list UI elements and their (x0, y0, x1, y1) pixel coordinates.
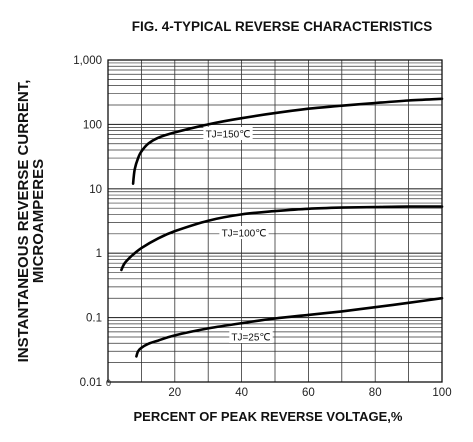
series-label-background (203, 127, 253, 140)
x-tick-label: 20 (168, 387, 181, 399)
x-tick-label: 60 (302, 387, 315, 399)
y-axis-label-line-1: INSTANTANEOUS REVERSE CURRENT, (15, 80, 32, 363)
y-tick-label: 100 (83, 119, 102, 131)
y-tick-label: 0.1 (86, 313, 102, 325)
series-label-background (219, 226, 269, 239)
series-label-background (229, 330, 273, 343)
curve-tj-150 (131, 97, 444, 185)
y-tick-label: 10 (89, 184, 102, 196)
x-tick-label: 100 (432, 387, 451, 399)
curve-tj-100 (120, 205, 444, 272)
x-tick-label: 0 (106, 378, 111, 388)
chart-title: FIG. 4-TYPICAL REVERSE CHARACTERISTICS (132, 19, 433, 34)
y-tick-label: 1 (96, 248, 102, 260)
plot-frame (107, 59, 443, 383)
label-tj-150: TJ=150℃ (206, 130, 251, 141)
label-tj-100: TJ=100℃ (222, 229, 267, 240)
y-tick-label: 1,000 (73, 55, 102, 67)
y-axis-label-line-2: MICROAMPERES (30, 159, 47, 283)
y-axis-label: INSTANTANEOUS REVERSE CURRENT, MICROAMPE… (15, 80, 47, 363)
y-tick-label: 0.01 (80, 377, 102, 389)
x-axis-label: PERCENT OF PEAK REVERSE VOLTAGE,% (134, 409, 403, 424)
x-tick-label: 40 (235, 387, 248, 399)
y-axis-ticks: 0.01 0.1 1 10 100 1,000 (73, 55, 102, 389)
series-curves (120, 97, 444, 358)
x-tick-label: 80 (369, 387, 382, 399)
grid-lines (108, 60, 442, 382)
x-axis-ticks: 0 20 40 60 80 100 (106, 378, 452, 399)
series-labels: TJ=150℃ TJ=100℃ TJ=25℃ (203, 127, 273, 344)
curve-tj-25 (135, 296, 444, 358)
label-tj-25: TJ=25℃ (231, 333, 270, 344)
